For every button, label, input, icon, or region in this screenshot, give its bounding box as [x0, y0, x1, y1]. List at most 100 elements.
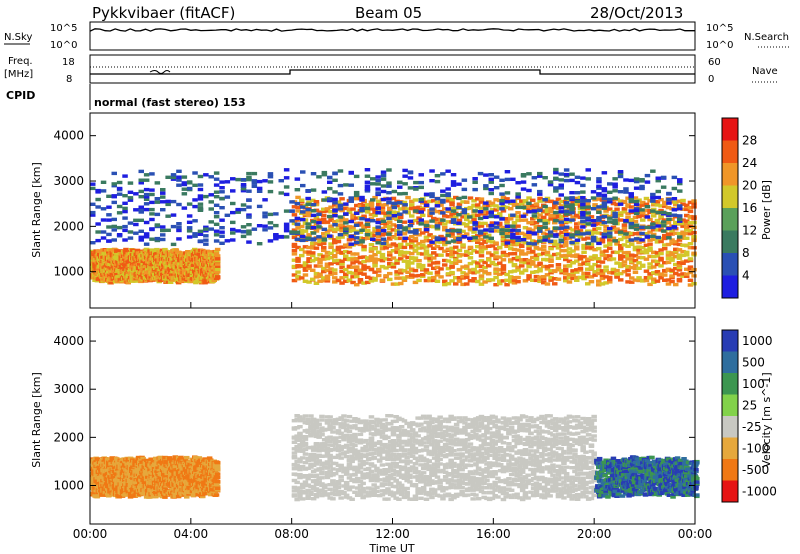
heat-cell [445, 233, 451, 238]
heat-cell [398, 257, 404, 261]
heat-cell [116, 233, 123, 237]
heat-cell [445, 231, 452, 235]
heat-cell [607, 207, 613, 211]
heat-cell [665, 242, 672, 247]
heat-cell [522, 279, 529, 283]
heat-cell [401, 232, 408, 236]
heat-cell [673, 266, 679, 271]
heat-cell [482, 245, 488, 249]
heat-cell [544, 257, 551, 262]
heat-cell [133, 231, 139, 235]
heat-cell [291, 242, 298, 247]
heat-cell [651, 254, 657, 259]
heat-cell [122, 216, 128, 220]
heat-cell [555, 277, 562, 281]
heat-cell [230, 231, 236, 235]
heat-cell [669, 232, 675, 236]
heat-cell [456, 240, 463, 244]
heat-cell [633, 177, 640, 181]
heat-cell [337, 169, 344, 173]
heat-cell [397, 212, 403, 216]
heat-cell [662, 218, 668, 222]
heat-cell [555, 266, 562, 270]
heat-cell [442, 258, 448, 263]
heat-cell [607, 241, 613, 246]
heat-cell [453, 276, 459, 280]
heat-cell [676, 222, 683, 226]
heat-cell [197, 239, 204, 243]
heat-cell [691, 215, 697, 219]
heat-cell [357, 230, 364, 234]
heat-cell [208, 207, 214, 211]
heat-cell [500, 267, 507, 271]
heat-cell [504, 177, 511, 182]
heat-cell [673, 262, 679, 267]
heat-cell [680, 224, 686, 228]
heat-cell [497, 272, 503, 276]
heat-cell [665, 260, 672, 265]
heat-cell [511, 252, 518, 256]
heat-cell [313, 275, 320, 279]
heat-cell [658, 214, 664, 219]
heat-cell [522, 226, 529, 230]
heat-cell [493, 221, 500, 225]
nsky-tick-low: 10^0 [50, 40, 77, 51]
heat-cell [542, 198, 548, 202]
heat-cell [537, 275, 543, 279]
heat-cell [379, 226, 386, 231]
heat-cell [418, 198, 424, 202]
heat-cell [654, 262, 661, 267]
heat-cell [127, 196, 134, 200]
heat-cell [531, 231, 538, 235]
heat-cell [623, 187, 629, 191]
heat-cell [380, 241, 387, 246]
heat-cell [464, 275, 470, 279]
heat-cell [348, 219, 354, 224]
heat-cell [394, 250, 400, 254]
heat-cell [569, 172, 575, 176]
heat-cell [592, 257, 598, 261]
heat-cell [643, 257, 650, 261]
heat-cell [625, 265, 631, 269]
heat-cell [691, 238, 697, 243]
heat-cell [376, 250, 382, 254]
heat-cell [596, 208, 602, 212]
heat-cell [499, 183, 505, 188]
heat-cell [181, 192, 188, 196]
heat-cell [599, 237, 606, 241]
heat-cell [364, 206, 371, 211]
heat-cell [628, 238, 634, 242]
heat-cell [515, 202, 521, 207]
heat-cell [300, 183, 306, 188]
heat-cell [548, 269, 554, 273]
heat-cell [629, 265, 635, 270]
heat-cell [321, 235, 327, 239]
heat-cell [456, 236, 462, 241]
heat-cell [170, 175, 177, 180]
heat-cell [339, 219, 345, 223]
heat-cell [618, 249, 624, 253]
heat-cell [632, 232, 639, 236]
heat-cell [302, 245, 309, 249]
heat-cell [520, 205, 527, 210]
heat-cell [596, 283, 602, 287]
heat-cell [566, 272, 573, 277]
heat-cell [409, 239, 415, 243]
heat-cell [364, 233, 371, 237]
heat-cell [588, 215, 595, 219]
heat-cell [548, 217, 554, 221]
heat-cell [497, 261, 503, 265]
heat-cell [379, 278, 386, 282]
heat-cell [262, 211, 268, 215]
heat-cell [580, 216, 586, 220]
heat-cell [295, 195, 301, 200]
heat-cell [332, 197, 338, 202]
heat-cell [472, 177, 478, 181]
heat-cell [251, 171, 258, 176]
heat-cell [380, 197, 387, 202]
heat-cell [625, 196, 631, 200]
heat-cell [100, 180, 107, 184]
heat-cell [640, 211, 646, 215]
heat-cell [420, 267, 426, 271]
heat-cell [569, 218, 575, 222]
